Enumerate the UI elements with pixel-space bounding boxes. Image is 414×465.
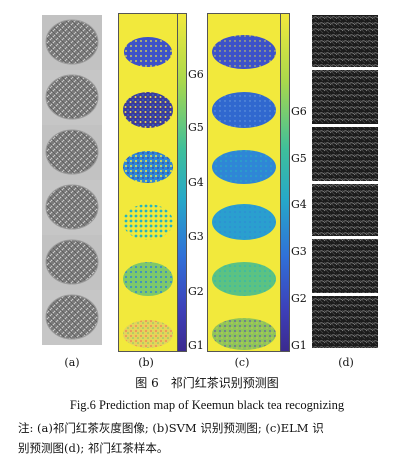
panel-label-a: (a)	[64, 356, 80, 369]
figure-note-line-1: 注: (a)祁门红茶灰度图像; (b)SVM 识别预测图; (c)ELM 识	[18, 421, 324, 435]
colorbar-c-tick-g6: G6	[291, 105, 307, 118]
panel-label-b: (b)	[138, 356, 154, 369]
panel-d-tea-samples	[312, 15, 380, 348]
colorbar-b-tick-g3: G3	[188, 230, 204, 243]
colorbar-c-tick-g3: G3	[291, 245, 307, 258]
panel-label-c: (c)	[234, 356, 250, 369]
colorbar-b	[177, 13, 187, 352]
colorbar-c-tick-g5: G5	[291, 152, 307, 165]
panel-label-d: (d)	[338, 356, 354, 369]
panel-c-graphic	[212, 35, 276, 350]
colorbar-c-tick-g4: G4	[291, 198, 307, 211]
colorbar-b-tick-g1: G1	[188, 339, 204, 352]
colorbar-b-tick-g5: G5	[188, 121, 204, 134]
panel-a-graphic	[42, 15, 102, 345]
figure-caption-english: Fig.6 Prediction map of Keemun black tea…	[69, 398, 345, 412]
colorbar-c	[280, 13, 290, 352]
colorbar-c-tick-g2: G2	[291, 292, 307, 305]
panel-b-graphic	[123, 37, 173, 348]
colorbar-b-tick-g6: G6	[188, 68, 204, 81]
colorbar-c-tick-g1: G1	[291, 339, 307, 352]
figure-note: 注: (a)祁门红茶灰度图像; (b)SVM 识别预测图; (c)ELM 识 别…	[18, 418, 410, 458]
panel-d-graphic	[312, 15, 378, 348]
figure-note-line-2: 别预测图(d); 祁门红茶样本。	[18, 441, 169, 455]
panel-a-grayscale-strip	[42, 15, 102, 345]
panel-a-ellipses	[42, 15, 102, 345]
colorbar-b-tick-g4: G4	[188, 176, 204, 189]
panel-c-elm-map	[207, 13, 281, 352]
colorbar-b-tick-g2: G2	[188, 285, 204, 298]
figure-caption-chinese: 图 6 祁门红茶识别预测图	[135, 376, 279, 390]
panel-b-svm-map	[118, 13, 178, 352]
